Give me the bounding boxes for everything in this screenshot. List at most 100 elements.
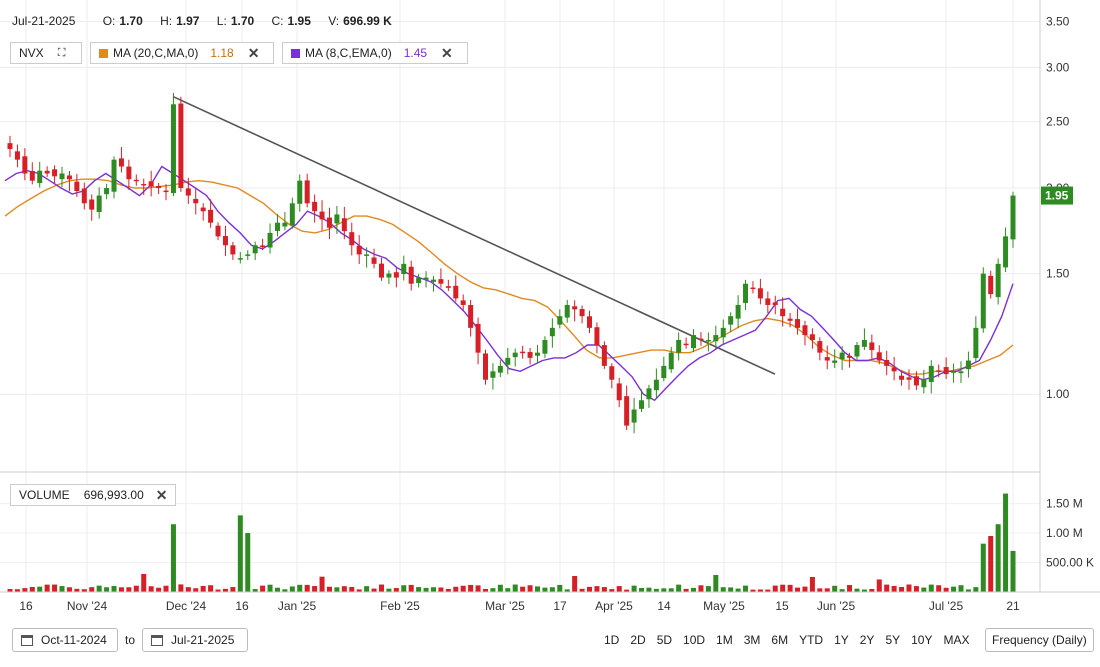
volume-bar <box>824 588 830 592</box>
last-price-tag <box>1041 186 1073 205</box>
range-1y[interactable]: 1Y <box>834 633 849 647</box>
volume-bar <box>59 586 65 592</box>
candle-body <box>973 327 979 358</box>
candle-body <box>104 188 110 195</box>
candle-body <box>37 170 43 184</box>
frequency-button[interactable]: Frequency (Daily) <box>985 628 1094 652</box>
volume-bar <box>96 585 102 592</box>
candle-body <box>995 263 1001 298</box>
range-3m[interactable]: 3M <box>743 633 761 647</box>
candle-body <box>497 365 503 373</box>
time-tick-label: May '25 <box>703 599 745 613</box>
expand-icon[interactable]: ⛶ <box>57 46 66 59</box>
volume-bar <box>847 585 853 592</box>
volume-bar <box>66 587 72 592</box>
volume-bar <box>765 589 771 592</box>
volume-bars <box>7 493 1016 592</box>
candle-body <box>549 327 555 337</box>
ma20-close-icon[interactable]: ✕ <box>247 44 260 61</box>
volume-bar <box>720 587 726 592</box>
last-price-label: 1.95 <box>1045 189 1069 203</box>
symbol-chip[interactable]: NVX ⛶ <box>10 42 82 64</box>
volume-bar <box>200 585 206 592</box>
range-10d[interactable]: 10D <box>683 633 706 647</box>
volume-bar <box>691 587 697 592</box>
candle-body <box>795 319 801 328</box>
candle-body <box>252 245 258 254</box>
volume-bar <box>438 587 444 592</box>
high-value: 1.97 <box>176 14 200 28</box>
candle-body <box>869 342 875 351</box>
candle-body <box>579 309 585 317</box>
volume-bar <box>653 588 659 592</box>
volume-bar <box>884 584 890 592</box>
open-label: O: <box>102 14 116 28</box>
volume-bar <box>393 588 399 592</box>
range-1d[interactable]: 1D <box>604 633 620 647</box>
candle-body <box>505 357 511 365</box>
volume-bar <box>668 588 674 592</box>
volume-chip[interactable]: VOLUME 696,993.00 ✕ <box>10 484 177 506</box>
ema8-line <box>4 165 1014 402</box>
candle-body <box>928 365 934 382</box>
candle-body <box>713 335 719 342</box>
candle-body <box>876 352 882 361</box>
time-tick-label: Mar '25 <box>485 599 525 613</box>
candle-body <box>81 188 87 204</box>
volume-bar <box>104 587 110 592</box>
range-6m[interactable]: 6M <box>771 633 789 647</box>
candle-body <box>639 400 645 409</box>
trendline <box>172 95 776 375</box>
range-2d[interactable]: 2D <box>630 633 646 647</box>
volume-bar <box>973 587 979 592</box>
stock-chart[interactable]: 3.503.002.502.001.501.001.50 M1.00 M500.… <box>0 0 1100 628</box>
volume-bar <box>401 585 407 592</box>
from-date-picker[interactable]: Oct-11-2024 <box>12 628 118 652</box>
volume-bar <box>245 533 251 592</box>
ema8-chip[interactable]: MA (8,C,EMA,0) 1.45 ✕ <box>282 42 468 64</box>
ma20-chip[interactable]: MA (20,C,MA,0) 1.18 ✕ <box>90 42 274 64</box>
time-tick-label: 17 <box>553 599 567 613</box>
candle-body <box>237 258 243 260</box>
range-10y[interactable]: 10Y <box>911 633 933 647</box>
range-1m[interactable]: 1M <box>716 633 733 647</box>
ma20-polyline <box>4 178 1014 375</box>
volume-bar <box>705 586 711 592</box>
candle-body <box>490 371 496 378</box>
range-2y[interactable]: 2Y <box>859 633 875 647</box>
volume-bar <box>735 588 741 592</box>
candle-body <box>274 222 280 231</box>
volume-bar <box>341 586 347 592</box>
volume-bar <box>378 584 384 592</box>
volume-bar <box>141 573 147 592</box>
candle-body <box>423 277 429 280</box>
range-5d[interactable]: 5D <box>656 633 673 647</box>
time-tick-label: Feb '25 <box>380 599 420 613</box>
volume-tick-label: 500.00 K <box>1046 556 1094 570</box>
candle-body <box>482 353 488 380</box>
candle-body <box>653 379 659 391</box>
volume-close-icon[interactable]: ✕ <box>155 486 168 503</box>
volume-bar <box>230 587 236 592</box>
volume-bar <box>698 585 704 592</box>
candle-body <box>735 304 741 319</box>
candle-body <box>52 169 58 177</box>
volume-bar <box>81 589 87 592</box>
volume-bar <box>936 585 942 592</box>
volume-bar <box>780 584 786 592</box>
volume-bar <box>795 587 801 592</box>
volume-bar <box>861 589 867 592</box>
volume-bar <box>490 588 496 592</box>
range-5y[interactable]: 5Y <box>885 633 901 647</box>
candle-body <box>824 357 830 361</box>
candle-body <box>988 275 994 295</box>
range-max[interactable]: MAX <box>943 633 970 647</box>
volume-bar <box>297 584 303 592</box>
candle-body <box>750 287 756 290</box>
ema8-close-icon[interactable]: ✕ <box>441 44 453 61</box>
range-ytd[interactable]: YTD <box>799 633 824 647</box>
volume-bar <box>624 589 630 592</box>
candle-body <box>683 343 689 346</box>
to-date-picker[interactable]: Jul-21-2025 <box>142 628 248 652</box>
volume-bar <box>289 586 295 592</box>
